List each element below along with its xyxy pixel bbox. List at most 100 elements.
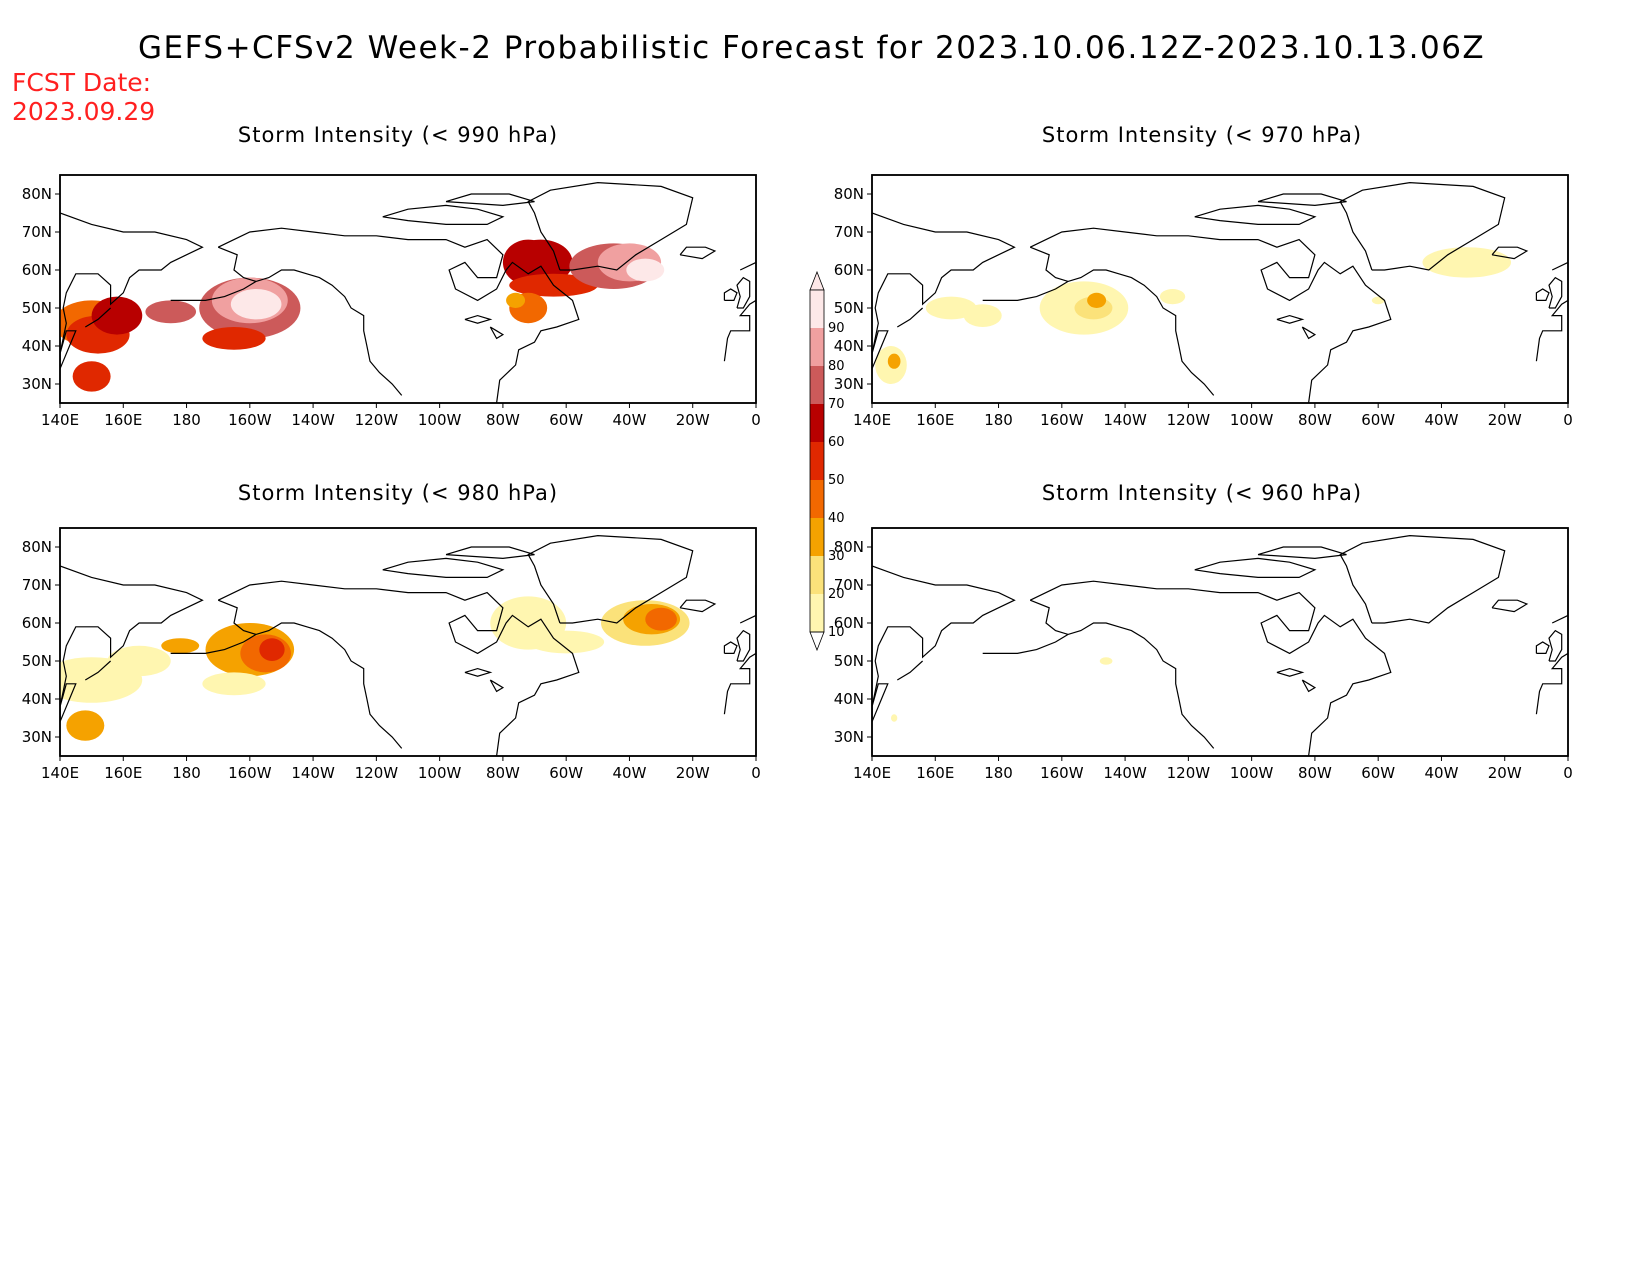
- colorbar-label: 80: [828, 359, 845, 374]
- coastline: [1548, 629, 1563, 662]
- coastline: [723, 288, 738, 301]
- coastline: [382, 204, 505, 225]
- probability-area: [107, 645, 171, 677]
- coastline: [896, 307, 924, 328]
- map-border: [871, 174, 1569, 404]
- colorbar-label: 70: [828, 397, 845, 412]
- lat-tick-label: 40N: [22, 690, 52, 708]
- lon-tick-label: 120W: [355, 411, 399, 429]
- panel-title-970: Storm Intensity (< 970 hPa): [1041, 123, 1363, 147]
- map-border: [871, 527, 1569, 757]
- lat-tick-label: 70N: [834, 223, 864, 241]
- lon-tick-label: 40W: [1424, 764, 1458, 782]
- coastline: [445, 193, 535, 207]
- lat-tick-label: 70N: [22, 223, 52, 241]
- lon-tick-label: 140W: [291, 764, 335, 782]
- lat-tick-label: 40N: [22, 337, 52, 355]
- colorbar-label: 10: [828, 625, 845, 640]
- lon-tick-label: 120W: [1167, 764, 1211, 782]
- lon-tick-label: 160E: [916, 764, 954, 782]
- coastline: [1276, 667, 1305, 677]
- lon-tick-label: 120W: [1167, 411, 1211, 429]
- map-panel-990: 80N 70N 60N 50N 40N 30N 140E 160E 180 160W 140W 120…: [22, 174, 761, 429]
- lat-tick-label: 80N: [22, 538, 52, 556]
- probability-area: [1371, 296, 1385, 305]
- lat-tick-label: 50N: [22, 652, 52, 670]
- colorbar-label: 30: [828, 549, 845, 564]
- coastline: [1339, 534, 1506, 624]
- probability-area: [145, 300, 197, 324]
- colorbar-segment: [810, 442, 824, 480]
- lon-tick-label: 100W: [418, 411, 462, 429]
- lat-tick-label: 70N: [22, 576, 52, 594]
- lon-tick-label: 140W: [291, 411, 335, 429]
- colorbar-bottom-arrow: [809, 631, 825, 652]
- map-frame: [871, 174, 1569, 404]
- panel-title-960: Storm Intensity (< 960 hPa): [1041, 481, 1363, 505]
- lat-tick-label: 50N: [834, 652, 864, 670]
- lat-tick-label: 70N: [834, 576, 864, 594]
- coastline: [1551, 232, 1568, 271]
- map-frame: [871, 527, 1569, 757]
- probability-area: [645, 607, 677, 631]
- lon-tick-label: 100W: [1230, 764, 1274, 782]
- coastline: [1194, 557, 1317, 578]
- lat-tick-label: 50N: [22, 299, 52, 317]
- coastline: [84, 660, 112, 681]
- map-frame: [59, 174, 757, 404]
- lon-tick-label: 80W: [1298, 764, 1332, 782]
- lon-tick-label: 140E: [853, 764, 891, 782]
- coastline: [739, 585, 756, 624]
- coastline: [739, 232, 756, 271]
- coastline: [1301, 679, 1317, 693]
- probability-area: [230, 289, 282, 320]
- lat-tick-label: 80N: [834, 185, 864, 203]
- probability-area: [1087, 292, 1107, 308]
- probability-area: [506, 292, 526, 308]
- coastline: [982, 633, 1069, 654]
- coastline: [527, 534, 694, 624]
- colorbar-segment: [810, 366, 824, 404]
- coastline: [1535, 288, 1550, 301]
- coastline: [527, 181, 694, 271]
- probability-area: [1099, 657, 1113, 665]
- lat-tick-label: 80N: [22, 185, 52, 203]
- coastline: [170, 633, 257, 654]
- colorbar-segment: [810, 480, 824, 518]
- coastline: [1535, 641, 1550, 654]
- lon-tick-label: 140E: [41, 411, 79, 429]
- map-panel-960: 80N 70N 60N 50N 40N 30N 140E 160E 180 160W 140W 120…: [834, 527, 1573, 782]
- colorbar-segment: [810, 290, 824, 328]
- lat-tick-label: 50N: [834, 299, 864, 317]
- fcst-date: 2023.09.29: [12, 97, 156, 126]
- coastline: [723, 299, 756, 362]
- lon-tick-label: 0: [1563, 411, 1573, 429]
- probability-area: [887, 353, 901, 369]
- lon-tick-label: 160W: [1040, 411, 1084, 429]
- coastline: [872, 212, 1016, 365]
- coastline: [1194, 204, 1317, 225]
- lon-tick-label: 140E: [41, 764, 79, 782]
- lat-tick-label: 40N: [834, 337, 864, 355]
- lon-tick-label: 0: [751, 411, 761, 429]
- probability-area: [259, 638, 285, 661]
- probability-area: [1159, 289, 1186, 305]
- lon-tick-label: 0: [751, 764, 761, 782]
- coastline: [217, 227, 580, 403]
- coastline: [1491, 599, 1529, 613]
- map-panel-980: 80N 70N 60N 50N 40N 30N 140E 160E 180 160W 140W 120…: [22, 527, 761, 782]
- lon-tick-label: 140E: [853, 411, 891, 429]
- coastline: [84, 307, 112, 328]
- lon-tick-label: 60W: [1361, 411, 1395, 429]
- coastline: [217, 246, 403, 396]
- probability-area: [72, 361, 111, 392]
- coastline: [736, 276, 751, 309]
- lat-tick-label: 30N: [22, 728, 52, 746]
- lon-tick-label: 120W: [355, 764, 399, 782]
- colorbar-segment: [810, 518, 824, 556]
- colorbar-top-arrow: [809, 270, 825, 291]
- lat-tick-label: 60N: [22, 261, 52, 279]
- lat-tick-label: 40N: [834, 690, 864, 708]
- lon-tick-label: 80W: [1298, 411, 1332, 429]
- lon-tick-label: 160W: [228, 411, 272, 429]
